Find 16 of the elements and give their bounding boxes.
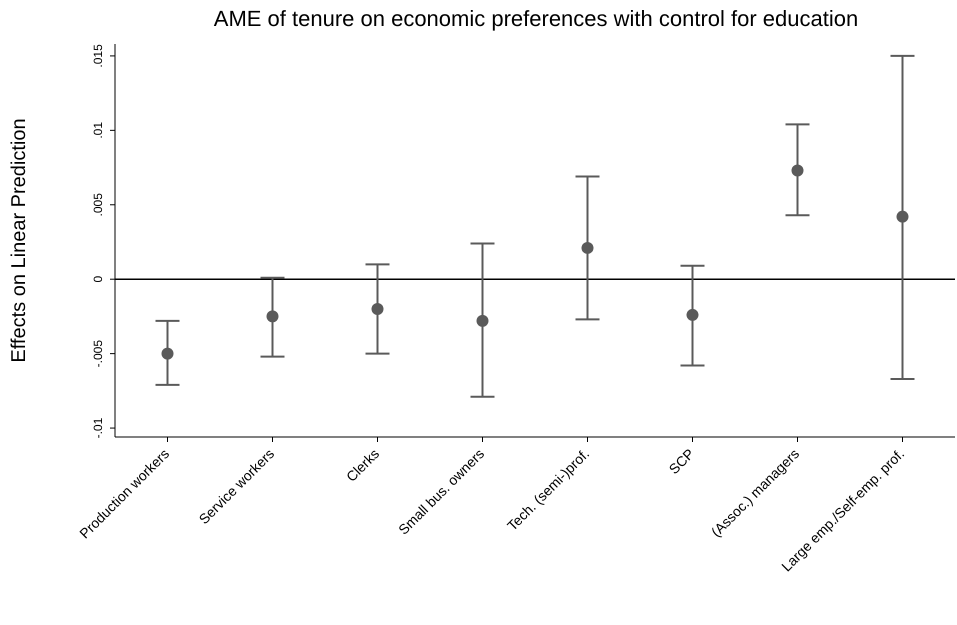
y-axis-title: Effects on Linear Prediction: [8, 118, 30, 363]
chart-title: AME of tenure on economic preferences with control for education: [212, 6, 860, 32]
point: [162, 348, 174, 360]
point: [266, 310, 278, 322]
point: [372, 302, 384, 315]
y-tick-label: -.01: [91, 417, 105, 438]
point: [896, 210, 908, 223]
y-tick-label: 0: [91, 276, 105, 283]
y-tick-label: .01: [91, 122, 105, 139]
y-tick-label: .015: [91, 44, 105, 68]
point: [582, 242, 594, 254]
y-tick-label: .005: [91, 192, 105, 216]
point: [792, 164, 804, 177]
point: [686, 308, 698, 321]
point: [476, 314, 488, 327]
y-tick-label: -.005: [91, 340, 105, 368]
